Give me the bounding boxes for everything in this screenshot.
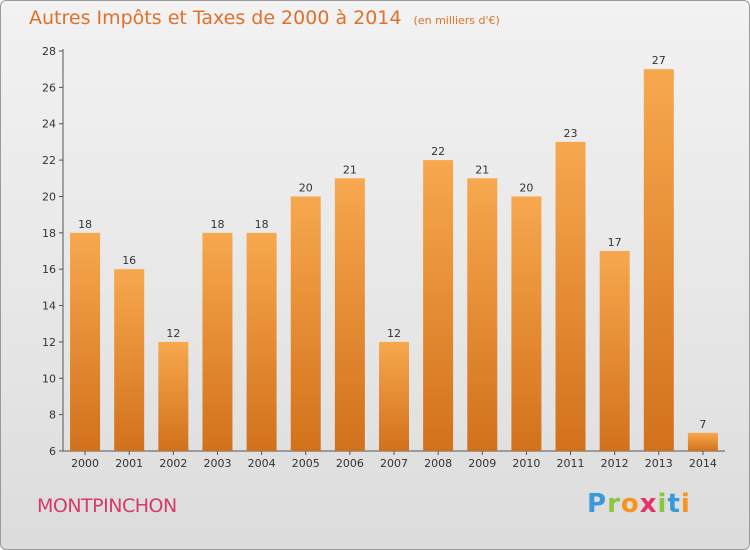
bar	[334, 178, 365, 452]
chart-title: Autres Impôts et Taxes de 2000 à 2014	[29, 7, 402, 29]
data-label: 20	[299, 181, 313, 194]
bar	[290, 196, 321, 451]
bar	[643, 69, 674, 451]
x-tick-label: 2014	[689, 457, 717, 470]
commune-name: MONTPINCHON	[37, 495, 177, 517]
y-tick-label: 26	[42, 81, 56, 94]
x-tick-label: 2012	[601, 457, 629, 470]
bar	[158, 341, 189, 451]
x-tick-label: 2007	[380, 457, 408, 470]
chart-subtitle: (en milliers d'€)	[413, 14, 500, 27]
y-tick-label: 10	[42, 372, 56, 385]
x-tick-label: 2006	[336, 457, 364, 470]
bar	[70, 232, 101, 451]
bar	[202, 232, 233, 451]
data-label: 27	[652, 54, 666, 67]
bar	[379, 341, 409, 451]
data-label: 18	[255, 218, 269, 231]
x-tick-label: 2000	[71, 457, 99, 470]
y-tick-label: 20	[42, 190, 56, 203]
x-tick-label: 2008	[424, 457, 452, 470]
y-tick-label: 22	[42, 154, 56, 167]
data-label: 12	[387, 327, 401, 340]
bar	[423, 160, 454, 451]
y-tick-label: 8	[49, 409, 56, 422]
y-tick-label: 12	[42, 336, 56, 349]
y-tick-label: 28	[42, 45, 56, 58]
data-label: 16	[122, 254, 136, 267]
chart-title-wrapper: Autres Impôts et Taxes de 2000 à 2014 (e…	[29, 7, 500, 29]
data-label: 21	[475, 163, 489, 176]
bars-layer	[70, 69, 718, 452]
labels-layer: 18 16 12 18 18 20 21 12 22 21 20 23 17 27 7	[78, 54, 706, 431]
data-label: 20	[519, 181, 533, 194]
data-label: 21	[343, 163, 357, 176]
y-tick-label: 18	[42, 227, 56, 240]
bar	[114, 269, 145, 451]
bar	[687, 432, 718, 451]
y-tick-label: 6	[49, 445, 56, 458]
bar	[511, 196, 542, 451]
data-label: 18	[78, 218, 92, 231]
proxiti-logo: Proxiti	[587, 489, 691, 519]
bar	[246, 232, 277, 451]
x-tick-label: 2011	[557, 457, 585, 470]
data-label: 18	[210, 218, 224, 231]
y-tick-label: 16	[42, 263, 56, 276]
x-tick-label: 2001	[115, 457, 143, 470]
data-label: 17	[608, 236, 622, 249]
bar	[599, 251, 630, 451]
data-label: 7	[699, 418, 706, 431]
x-tick-label: 2004	[248, 457, 276, 470]
data-label: 23	[564, 127, 578, 140]
bar	[555, 141, 586, 451]
x-tick-label: 2010	[512, 457, 540, 470]
x-tick-label: 2003	[203, 457, 231, 470]
y-tick-label: 14	[42, 300, 56, 313]
x-tick-label: 2005	[292, 457, 320, 470]
bar	[467, 178, 498, 452]
x-tick-label: 2013	[645, 457, 673, 470]
data-label: 12	[166, 327, 180, 340]
x-tick-label: 2009	[468, 457, 496, 470]
x-tick-label: 2002	[159, 457, 187, 470]
data-label: 22	[431, 145, 445, 158]
y-tick-label: 24	[42, 118, 56, 131]
